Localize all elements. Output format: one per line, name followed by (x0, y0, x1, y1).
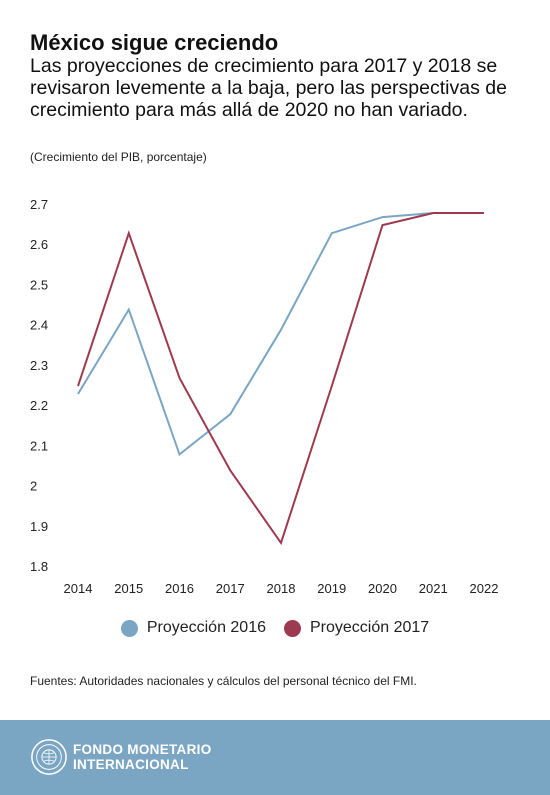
chart-subtitle: Las proyecciones de crecimiento para 201… (30, 55, 507, 121)
org-name: FONDO MONETARIO INTERNACIONAL (73, 742, 212, 772)
x-tick-label: 2022 (470, 581, 499, 596)
unit-note: (Crecimiento del PIB, porcentaje) (30, 150, 207, 164)
imf-seal-icon (31, 739, 67, 775)
y-tick-label: 2.6 (30, 237, 48, 252)
legend: Proyección 2016 Proyección 2017 (0, 619, 550, 637)
legend-item-2016: Proyección 2016 (120, 619, 266, 637)
org-name-line1: FONDO MONETARIO (73, 742, 212, 757)
x-tick-label: 2018 (267, 581, 296, 596)
legend-label-2016: Proyección 2016 (146, 619, 266, 636)
source-note: Fuentes: Autoridades nacionales y cálcul… (30, 674, 417, 688)
series-line-2016 (77, 212, 484, 457)
y-tick-label: 2 (30, 479, 37, 494)
x-tick-label: 2017 (216, 581, 245, 596)
legend-swatch-2016 (120, 619, 138, 637)
legend-swatch-2017 (284, 619, 301, 637)
legend-label-2017: Proyección 2017 (310, 619, 430, 636)
y-tick-label: 2.7 (30, 197, 48, 212)
x-tick-label: 2015 (114, 581, 143, 596)
y-tick-label: 2.3 (30, 358, 48, 373)
x-tick-label: 2020 (368, 581, 397, 596)
x-tick-label: 2014 (64, 581, 93, 596)
y-tick-label: 1.8 (30, 559, 48, 574)
legend-item-2017: Proyección 2017 (284, 619, 429, 637)
y-tick-label: 2.4 (30, 318, 48, 333)
chart-title: México sigue creciendo (30, 30, 279, 55)
footer-bar: FONDO MONETARIO INTERNACIONAL (0, 720, 550, 795)
y-tick-label: 2.5 (30, 277, 48, 292)
line-chart: 2.7 2.6 2.5 2.4 2.3 2.2 2.1 2 1.9 1.8 2014 2015 2016… (30, 197, 499, 596)
y-tick-label: 2.2 (30, 398, 48, 413)
x-tick-label: 2021 (419, 581, 448, 596)
x-tick-label: 2016 (165, 581, 194, 596)
series-line-2017 (77, 212, 484, 546)
org-name-line2: INTERNACIONAL (73, 757, 189, 772)
x-tick-label: 2019 (317, 581, 346, 596)
y-tick-label: 2.1 (30, 438, 48, 453)
y-tick-label: 1.9 (30, 519, 48, 534)
